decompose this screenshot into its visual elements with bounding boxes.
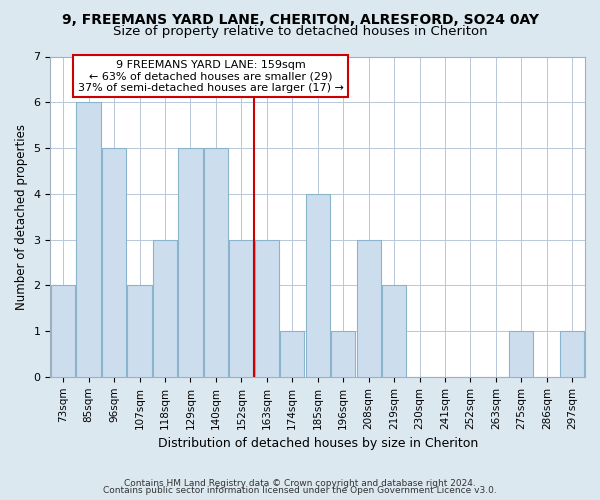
Bar	[102, 148, 126, 377]
Text: Contains public sector information licensed under the Open Government Licence v3: Contains public sector information licen…	[103, 486, 497, 495]
Bar	[127, 286, 152, 377]
Bar	[204, 148, 228, 377]
Bar	[356, 240, 381, 377]
Text: Contains HM Land Registry data © Crown copyright and database right 2024.: Contains HM Land Registry data © Crown c…	[124, 478, 476, 488]
Bar	[153, 240, 177, 377]
Bar	[51, 286, 75, 377]
Bar	[305, 194, 330, 377]
Bar	[382, 286, 406, 377]
Bar	[76, 102, 101, 377]
Bar	[229, 240, 253, 377]
Y-axis label: Number of detached properties: Number of detached properties	[15, 124, 28, 310]
Bar	[560, 331, 584, 377]
Text: 9 FREEMANS YARD LANE: 159sqm
← 63% of detached houses are smaller (29)
37% of se: 9 FREEMANS YARD LANE: 159sqm ← 63% of de…	[78, 60, 344, 93]
Bar	[178, 148, 203, 377]
Bar	[331, 331, 355, 377]
Bar	[509, 331, 533, 377]
Bar	[280, 331, 304, 377]
Text: 9, FREEMANS YARD LANE, CHERITON, ALRESFORD, SO24 0AY: 9, FREEMANS YARD LANE, CHERITON, ALRESFO…	[62, 12, 539, 26]
Bar	[254, 240, 279, 377]
X-axis label: Distribution of detached houses by size in Cheriton: Distribution of detached houses by size …	[158, 437, 478, 450]
Text: Size of property relative to detached houses in Cheriton: Size of property relative to detached ho…	[113, 25, 487, 38]
